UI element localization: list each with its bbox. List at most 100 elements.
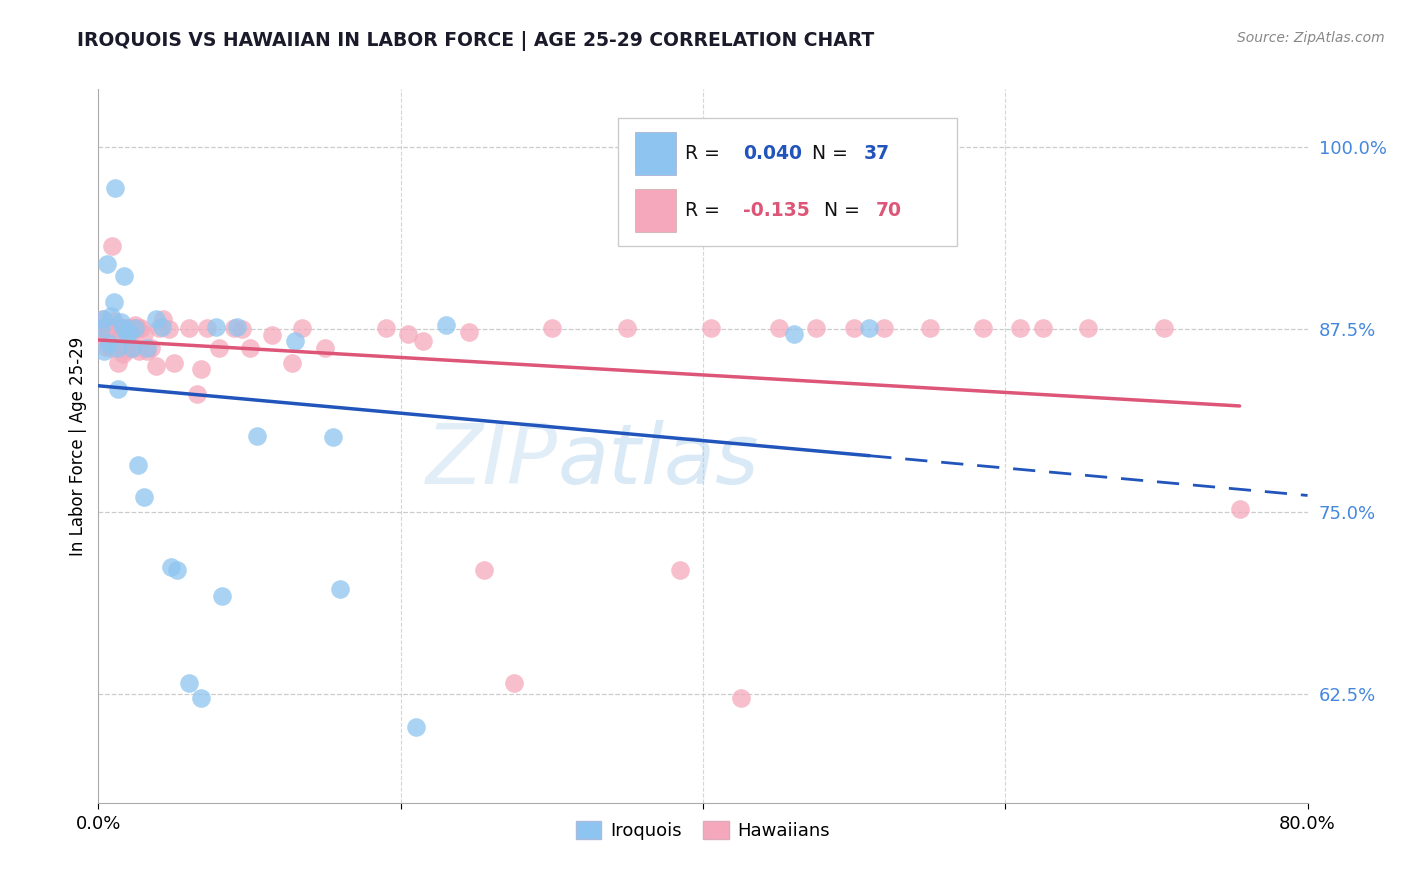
FancyBboxPatch shape xyxy=(636,189,676,232)
Point xyxy=(118,326,141,340)
Point xyxy=(124,321,146,335)
Point xyxy=(129,321,152,335)
Point xyxy=(115,328,138,343)
Point xyxy=(224,321,246,335)
FancyBboxPatch shape xyxy=(636,132,676,175)
Text: R =: R = xyxy=(685,201,725,220)
Point xyxy=(211,589,233,603)
Point xyxy=(166,563,188,577)
Text: Source: ZipAtlas.com: Source: ZipAtlas.com xyxy=(1237,31,1385,45)
Point xyxy=(141,342,163,356)
Point xyxy=(179,321,201,335)
Point xyxy=(1032,321,1054,335)
Point xyxy=(699,321,721,335)
Text: 70: 70 xyxy=(876,201,901,220)
Point xyxy=(329,582,352,596)
Point xyxy=(101,239,124,253)
Point xyxy=(616,321,638,335)
Point xyxy=(121,342,143,356)
Point xyxy=(434,318,457,332)
Point xyxy=(124,318,146,332)
Point xyxy=(190,690,212,705)
Point xyxy=(105,342,128,356)
Point xyxy=(457,326,479,340)
Legend: Iroquois, Hawaiians: Iroquois, Hawaiians xyxy=(568,814,838,847)
Point xyxy=(103,294,125,309)
Point xyxy=(100,310,122,324)
Point xyxy=(120,321,142,335)
Point xyxy=(111,347,134,361)
Point xyxy=(540,321,562,335)
Point xyxy=(145,312,167,326)
Point xyxy=(972,321,994,335)
Point xyxy=(115,343,138,357)
Point xyxy=(135,344,157,359)
Point xyxy=(163,356,186,370)
Point xyxy=(246,429,269,443)
Point xyxy=(231,322,253,336)
Point xyxy=(122,342,145,356)
Point xyxy=(127,458,149,472)
Point xyxy=(89,321,111,335)
Point xyxy=(127,321,149,335)
Point xyxy=(768,321,790,335)
Point xyxy=(179,676,201,690)
Point xyxy=(93,344,115,359)
Point xyxy=(118,330,141,344)
Point xyxy=(104,321,127,335)
Point xyxy=(100,342,122,356)
Point xyxy=(112,268,135,283)
Text: 37: 37 xyxy=(863,144,890,163)
Point xyxy=(93,321,115,335)
Point xyxy=(1229,501,1251,516)
Point xyxy=(128,344,150,359)
Point xyxy=(159,322,181,336)
Point xyxy=(145,359,167,373)
Point xyxy=(314,342,336,356)
Point xyxy=(150,319,173,334)
Point xyxy=(918,321,941,335)
Text: 0.040: 0.040 xyxy=(742,144,801,163)
Point xyxy=(396,326,419,341)
Point xyxy=(91,312,114,326)
Point xyxy=(98,321,121,335)
Point xyxy=(291,321,314,335)
Point xyxy=(281,356,304,370)
Point xyxy=(844,321,866,335)
Point xyxy=(110,315,132,329)
Point xyxy=(1153,321,1175,335)
Point xyxy=(90,326,112,341)
Point xyxy=(412,334,434,348)
Point xyxy=(195,321,218,335)
Point xyxy=(111,321,134,335)
Point xyxy=(98,335,121,350)
Point xyxy=(105,321,128,335)
Point xyxy=(858,321,880,335)
Point xyxy=(226,319,249,334)
Point xyxy=(152,312,174,326)
Point xyxy=(132,490,155,504)
Point xyxy=(135,342,157,356)
Point xyxy=(873,321,896,335)
Point xyxy=(91,312,114,326)
Point xyxy=(205,319,228,334)
Point xyxy=(208,342,231,356)
Point xyxy=(730,690,752,705)
Point xyxy=(806,321,828,335)
Y-axis label: In Labor Force | Age 25-29: In Labor Force | Age 25-29 xyxy=(69,336,87,556)
Point xyxy=(190,361,212,376)
Text: -0.135: -0.135 xyxy=(742,201,810,220)
FancyBboxPatch shape xyxy=(619,118,957,246)
Point xyxy=(160,560,183,574)
Point xyxy=(405,720,427,734)
Point xyxy=(108,330,131,344)
Point xyxy=(107,356,129,370)
Point xyxy=(186,386,208,401)
Point xyxy=(96,257,118,271)
Point xyxy=(90,321,112,335)
Text: IROQUOIS VS HAWAIIAN IN LABOR FORCE | AGE 25-29 CORRELATION CHART: IROQUOIS VS HAWAIIAN IN LABOR FORCE | AG… xyxy=(77,31,875,51)
Point xyxy=(783,326,806,341)
Point xyxy=(96,321,118,335)
Point xyxy=(110,321,132,335)
Point xyxy=(1010,321,1032,335)
